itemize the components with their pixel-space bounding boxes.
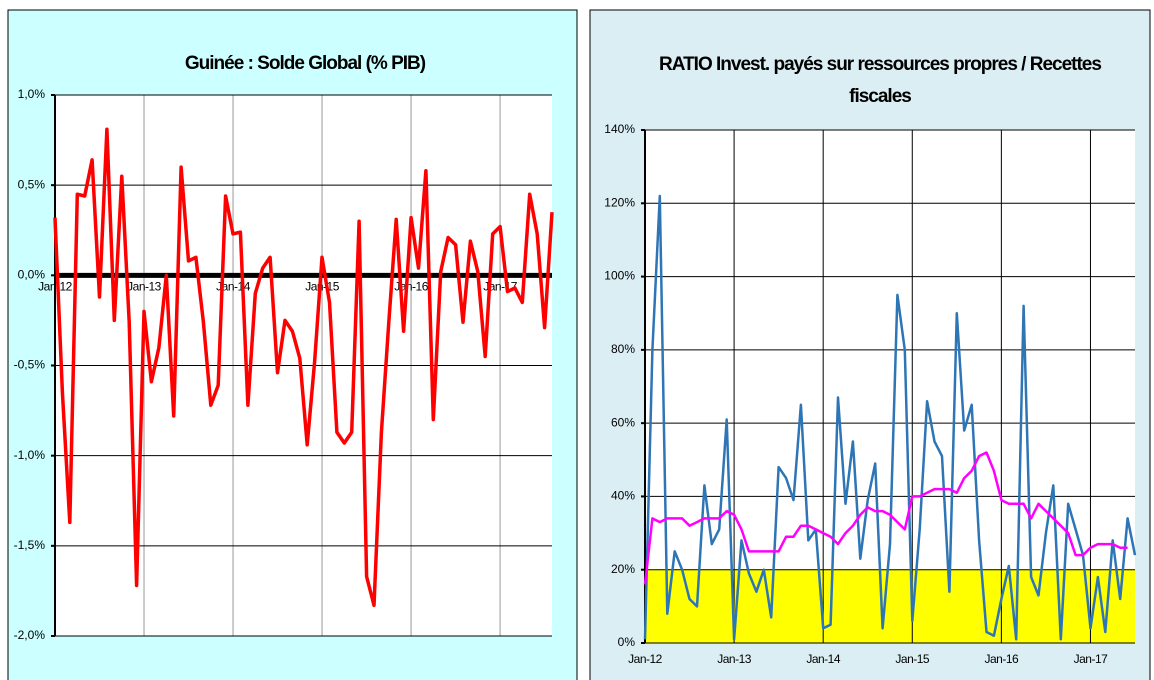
y-tick-label: 120% [604,195,635,209]
y-tick-label: 0,0% [18,268,46,282]
y-tick-label: -0,5% [14,358,46,372]
y-tick-label: 0% [618,635,636,649]
y-tick-label: 20% [611,562,635,576]
y-tick-label: 60% [611,415,635,429]
y-tick-label: 100% [604,269,635,283]
series-line [643,451,1128,585]
x-tick-label: Jan-13 [717,652,752,666]
y-tick-label: 40% [611,489,635,503]
x-tick-label: Jan-15 [305,280,340,294]
x-tick-label: Jan-16 [985,652,1020,666]
y-tick-label: -2,0% [14,628,46,642]
x-tick-label: Jan-14 [806,652,841,666]
x-tick-label: Jan-13 [127,280,162,294]
y-tick-label: 1,0% [18,87,46,101]
y-tick-label: 140% [604,122,635,136]
threshold-band [645,569,1135,643]
x-tick-label: Jan-16 [394,280,429,294]
y-tick-label: 0,5% [18,177,46,191]
chart-title: RATIO Invest. payés sur ressources propr… [659,54,1102,107]
y-tick-label: 80% [611,342,635,356]
x-tick-label: Jan-12 [628,652,663,666]
x-tick-label: Jan-17 [1074,652,1109,666]
series-line [53,127,554,608]
plot-area [645,130,1135,643]
chart-title: Guinée : Solde Global (% PIB) [184,53,426,74]
y-tick-label: -1,5% [14,538,46,552]
series-line [643,194,1137,641]
y-tick-label: -1,0% [14,448,46,462]
x-tick-label: Jan-15 [895,652,930,666]
